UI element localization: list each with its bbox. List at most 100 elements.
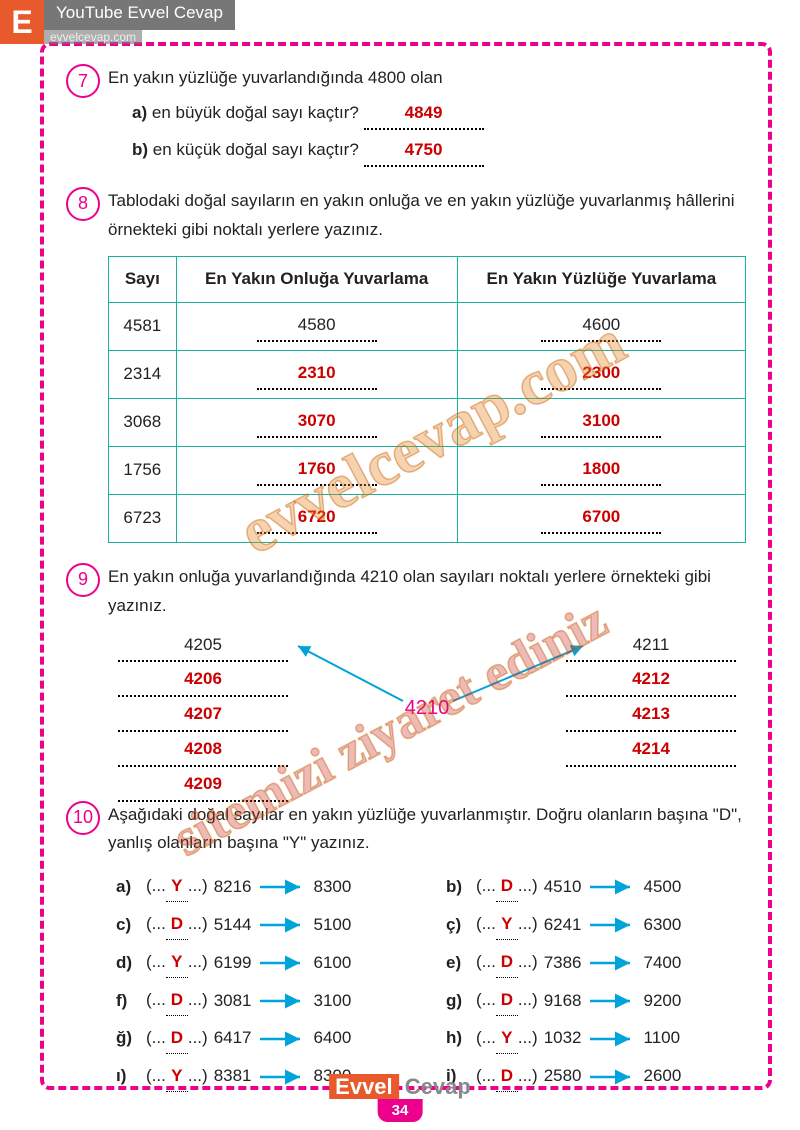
- q10-paren: (...D...): [146, 1024, 208, 1054]
- q10-item: d)(...Y...) 61996100: [116, 948, 416, 978]
- q10-to: 2600: [644, 1062, 682, 1091]
- q7a-text: en büyük doğal sayı kaçtır?: [152, 103, 359, 122]
- q10-label: ğ): [116, 1024, 140, 1053]
- q8-r1-yuz: 2300: [541, 359, 661, 390]
- q8-number: 8: [66, 187, 100, 221]
- q9-left-3: 4208: [118, 735, 288, 767]
- q10-from: 2580: [544, 1062, 582, 1091]
- q8-r1-on: 2310: [257, 359, 377, 390]
- footer-logo: Evvel Cevap: [329, 1074, 471, 1100]
- q10-to: 8300: [314, 873, 352, 902]
- q8-r4-yuz: 6700: [541, 503, 661, 534]
- q8-r3-yuz: 1800: [541, 455, 661, 486]
- table-row: 2314 2310 2300: [109, 351, 746, 399]
- q10-item: b)(...D...) 45104500: [446, 872, 746, 902]
- q8-h1: En Yakın Onluğa Yuvarlama: [176, 257, 457, 303]
- q7b-text: en küçük doğal sayı kaçtır?: [153, 140, 359, 159]
- q10-dy: D: [496, 986, 518, 1016]
- q7b-answer: 4750: [405, 140, 443, 159]
- q10-label: b): [446, 873, 470, 902]
- q10-paren: (...Y...): [476, 910, 538, 940]
- q8-r4-sayi: 6723: [109, 494, 177, 542]
- q10-item: ç)(...Y...) 62416300: [446, 910, 746, 940]
- q10-from: 8216: [214, 873, 252, 902]
- q7-text: En yakın yüzlüğe yuvarlandığında 4800 ol…: [108, 68, 443, 87]
- q9-number: 9: [66, 563, 100, 597]
- q10-to: 7400: [644, 949, 682, 978]
- q10-dy: Y: [496, 1024, 518, 1054]
- q10-paren: (...D...): [146, 986, 208, 1016]
- q10-dy: D: [496, 948, 518, 978]
- corner-logo: E: [0, 0, 44, 44]
- q10-item: g)(...D...) 91689200: [446, 986, 746, 1016]
- q10-item: e)(...D...) 73867400: [446, 948, 746, 978]
- q10-paren: (...D...): [476, 986, 538, 1016]
- q8-h0: Sayı: [109, 257, 177, 303]
- q8-r0-yuz: 4600: [541, 311, 661, 342]
- q10-item: i)(...D...) 25802600: [446, 1062, 746, 1092]
- q10-dy: Y: [166, 948, 188, 978]
- q10-dy: D: [166, 986, 188, 1016]
- q10-paren: (...Y...): [476, 1024, 538, 1054]
- q10-from: 9168: [544, 987, 582, 1016]
- footer-brand2: Cevap: [405, 1074, 471, 1099]
- q10-dy: Y: [166, 872, 188, 902]
- q10-paren: (...D...): [476, 872, 538, 902]
- q10-from: 4510: [544, 873, 582, 902]
- page-frame: 7 En yakın yüzlüğe yuvarlandığında 4800 …: [40, 42, 772, 1090]
- q8-r2-on: 3070: [257, 407, 377, 438]
- q10-paren: (...D...): [476, 1062, 538, 1092]
- table-row: 3068 3070 3100: [109, 399, 746, 447]
- table-row: 1756 1760 1800: [109, 447, 746, 495]
- q10-paren: (...Y...): [146, 1062, 208, 1092]
- q10-from: 1032: [544, 1024, 582, 1053]
- q9-right-2: 4213: [566, 700, 736, 732]
- q10-label: h): [446, 1024, 470, 1053]
- q10-label: ı): [116, 1062, 140, 1091]
- q9-arrow-left: [293, 641, 413, 711]
- q10-label: g): [446, 987, 470, 1016]
- q8-r4-on: 6720: [257, 503, 377, 534]
- q10-text: Aşağıdaki doğal sayılar en yakın yüzlüğe…: [108, 805, 742, 853]
- q7-number: 7: [66, 64, 100, 98]
- q10-dy: D: [496, 872, 518, 902]
- question-9: 9 En yakın onluğa yuvarlandığında 4210 o…: [66, 563, 746, 781]
- q10-from: 5144: [214, 911, 252, 940]
- table-row: 6723 6720 6700: [109, 494, 746, 542]
- q7a-label: a): [132, 103, 147, 122]
- q10-grid: a) (...Y...) 8216 8300 b)(...D...) 45104500…: [116, 872, 746, 1091]
- q10-dy: Y: [496, 910, 518, 940]
- q8-r0-on: 4580: [257, 311, 377, 342]
- q10-label: d): [116, 949, 140, 978]
- q9-right-1: 4212: [566, 665, 736, 697]
- q10-from: 7386: [544, 949, 582, 978]
- q8-r1-sayi: 2314: [109, 351, 177, 399]
- q10-paren: (...D...): [146, 910, 208, 940]
- q9-right-3: 4214: [566, 735, 736, 767]
- footer-brand1: Evvel: [329, 1074, 399, 1099]
- q10-label: e): [446, 949, 470, 978]
- q7b-label: b): [132, 140, 148, 159]
- q8-text: Tablodaki doğal sayıların en yakın onluğ…: [108, 191, 735, 239]
- q10-label: a): [116, 873, 140, 902]
- q10-label: c): [116, 911, 140, 940]
- youtube-bar: YouTube Evvel Cevap: [44, 0, 235, 30]
- q9-diagram: 4205 4206 4207 4208 4209 4210 4211: [108, 631, 746, 781]
- q9-left-4: 4209: [118, 770, 288, 802]
- q8-r2-sayi: 3068: [109, 399, 177, 447]
- q10-item: h)(...Y...) 1032 1100: [446, 1024, 746, 1054]
- q10-dy: Y: [166, 1062, 188, 1092]
- q10-dy: D: [166, 910, 188, 940]
- question-7: 7 En yakın yüzlüğe yuvarlandığında 4800 …: [66, 64, 746, 167]
- q8-r2-yuz: 3100: [541, 407, 661, 438]
- q8-r0-sayi: 4581: [109, 303, 177, 351]
- q10-item: a)(...Y...) 82168300: [116, 872, 416, 902]
- q10-number: 10: [66, 801, 100, 835]
- q10-from: 3081: [214, 987, 252, 1016]
- q10-from: 6417: [214, 1024, 252, 1053]
- q10-to: 1100: [644, 1024, 681, 1053]
- q8-table: Sayı En Yakın Onluğa Yuvarlama En Yakın …: [108, 256, 746, 542]
- q10-to: 5100: [314, 911, 352, 940]
- q9-left-1: 4206: [118, 665, 288, 697]
- q10-item: c)(...D...) 5144 5100: [116, 910, 416, 940]
